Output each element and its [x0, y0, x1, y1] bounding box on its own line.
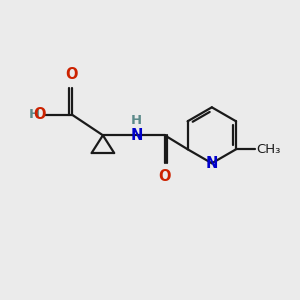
Text: N: N	[206, 156, 218, 171]
Text: CH₃: CH₃	[257, 143, 281, 156]
Text: H: H	[28, 108, 40, 121]
Text: N: N	[130, 128, 143, 143]
Text: O: O	[66, 67, 78, 82]
Text: H: H	[131, 114, 142, 127]
Text: O: O	[158, 169, 171, 184]
Text: O: O	[33, 107, 46, 122]
